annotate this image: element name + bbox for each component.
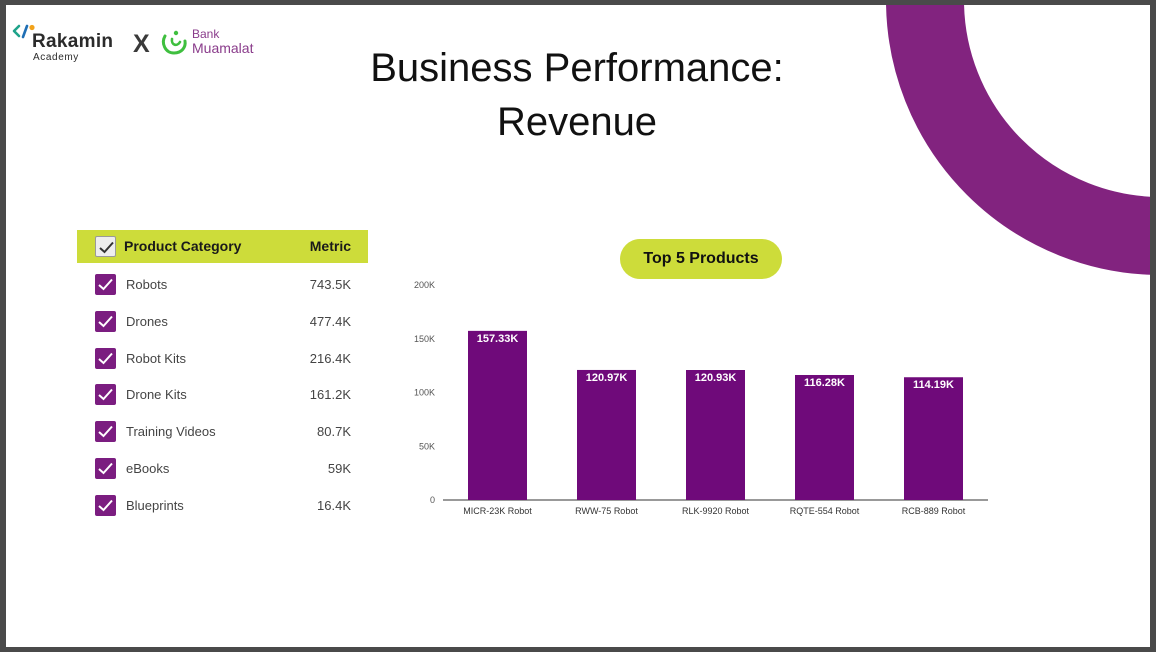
muamalat-logo-bank-text: Bank	[192, 27, 220, 41]
check-icon	[98, 389, 113, 401]
check-icon	[98, 352, 113, 365]
muamalat-logo-icon	[161, 30, 187, 55]
bar-data-label: 120.97K	[586, 372, 628, 384]
top-products-chart: 0 50K 100K 150K 200K 157.33K MICR-23K Robot 120…	[403, 230, 995, 535]
row-category-label: Drones	[126, 313, 168, 329]
row-category-label: Blueprints	[126, 497, 184, 513]
muamalat-logo-text: Muamalat	[192, 40, 254, 56]
bar-data-label: 114.19K	[913, 379, 954, 391]
row-checkbox[interactable]	[95, 347, 116, 369]
rakamin-logo-icon	[12, 24, 35, 39]
check-icon	[98, 462, 113, 475]
bar-data-label: 157.33K	[477, 333, 519, 345]
x-tick-label: RCB-889 Robot	[902, 506, 966, 516]
row-checkbox[interactable]	[95, 274, 116, 295]
row-metric-value: 59K	[327, 461, 351, 476]
y-tick-label: 100K	[414, 388, 435, 398]
chart-title: Top 5 Products	[620, 239, 782, 279]
page-title-line-1: Business Performance:	[370, 46, 784, 90]
row-metric-value: 477.4K	[309, 313, 351, 329]
bar	[904, 377, 963, 500]
slide: Rakamin Academy X Bank Muamalat Business…	[6, 5, 1150, 647]
x-tick-label: RWW-75 Robot	[575, 506, 638, 516]
logo-area: Rakamin Academy X Bank Muamalat	[12, 21, 272, 71]
rakamin-logo-subtext: Academy	[33, 52, 79, 63]
row-metric-value: 16.4K	[317, 497, 351, 513]
y-tick-label: 150K	[414, 334, 435, 344]
bar	[686, 370, 745, 500]
table-row: Robot Kits 216.4K	[77, 342, 368, 379]
row-checkbox[interactable]	[95, 494, 116, 516]
logo-separator: X	[133, 30, 150, 58]
bar-data-label: 116.28K	[804, 377, 845, 389]
x-tick-label: RLK-9920 Robot	[682, 506, 750, 516]
bar	[795, 374, 854, 500]
row-category-label: Drone Kits	[126, 387, 187, 403]
x-tick-label: RQTE-554 Robot	[790, 506, 860, 516]
bar-chart-svg: 0 50K 100K 150K 200K 157.33K MICR-23K Robot 120…	[414, 280, 988, 516]
row-category-label: Robots	[126, 277, 168, 292]
rakamin-logo-text: Rakamin	[32, 31, 114, 52]
row-category-label: eBooks	[126, 461, 170, 476]
bar	[577, 369, 636, 500]
row-metric-value: 161.2K	[309, 387, 351, 403]
table-row: Drones 477.4K	[77, 305, 368, 342]
bar-data-label: 120.93K	[695, 372, 737, 384]
table-row: Drone Kits 161.2K	[77, 378, 368, 415]
category-table: Product Category Metric Robots 743.5K Dron…	[77, 230, 368, 530]
row-checkbox[interactable]	[95, 310, 116, 332]
check-icon	[98, 426, 113, 438]
row-category-label: Robot Kits	[126, 350, 186, 366]
row-checkbox[interactable]	[95, 384, 116, 406]
row-checkbox[interactable]	[95, 421, 116, 443]
x-tick-label: MICR-23K Robot	[463, 506, 532, 516]
header-product-category: Product Category	[124, 238, 242, 254]
y-tick-label: 200K	[414, 280, 435, 290]
header-metric: Metric	[309, 238, 351, 254]
table-header: Product Category Metric	[77, 230, 368, 263]
row-metric-value: 743.5K	[309, 277, 351, 292]
page-title-line-2: Revenue	[496, 100, 658, 144]
row-category-label: Training Videos	[126, 424, 216, 440]
row-metric-value: 216.4K	[309, 350, 351, 366]
check-icon	[99, 241, 114, 254]
row-metric-value: 80.7K	[317, 424, 351, 440]
table-row: eBooks 59K	[77, 452, 368, 489]
table-row: Blueprints 16.4K	[77, 489, 368, 526]
y-tick-label: 50K	[419, 441, 435, 451]
check-icon	[98, 315, 113, 328]
bar	[468, 330, 527, 500]
select-all-checkbox[interactable]	[95, 236, 116, 257]
page-title: Business Performance: Revenue	[277, 41, 877, 149]
check-icon	[98, 499, 113, 512]
table-row: Robots 743.5K	[77, 268, 368, 305]
y-tick-label: 0	[430, 495, 435, 505]
check-icon	[98, 278, 113, 291]
row-checkbox[interactable]	[95, 458, 116, 479]
table-row: Training Videos 80.7K	[77, 415, 368, 452]
